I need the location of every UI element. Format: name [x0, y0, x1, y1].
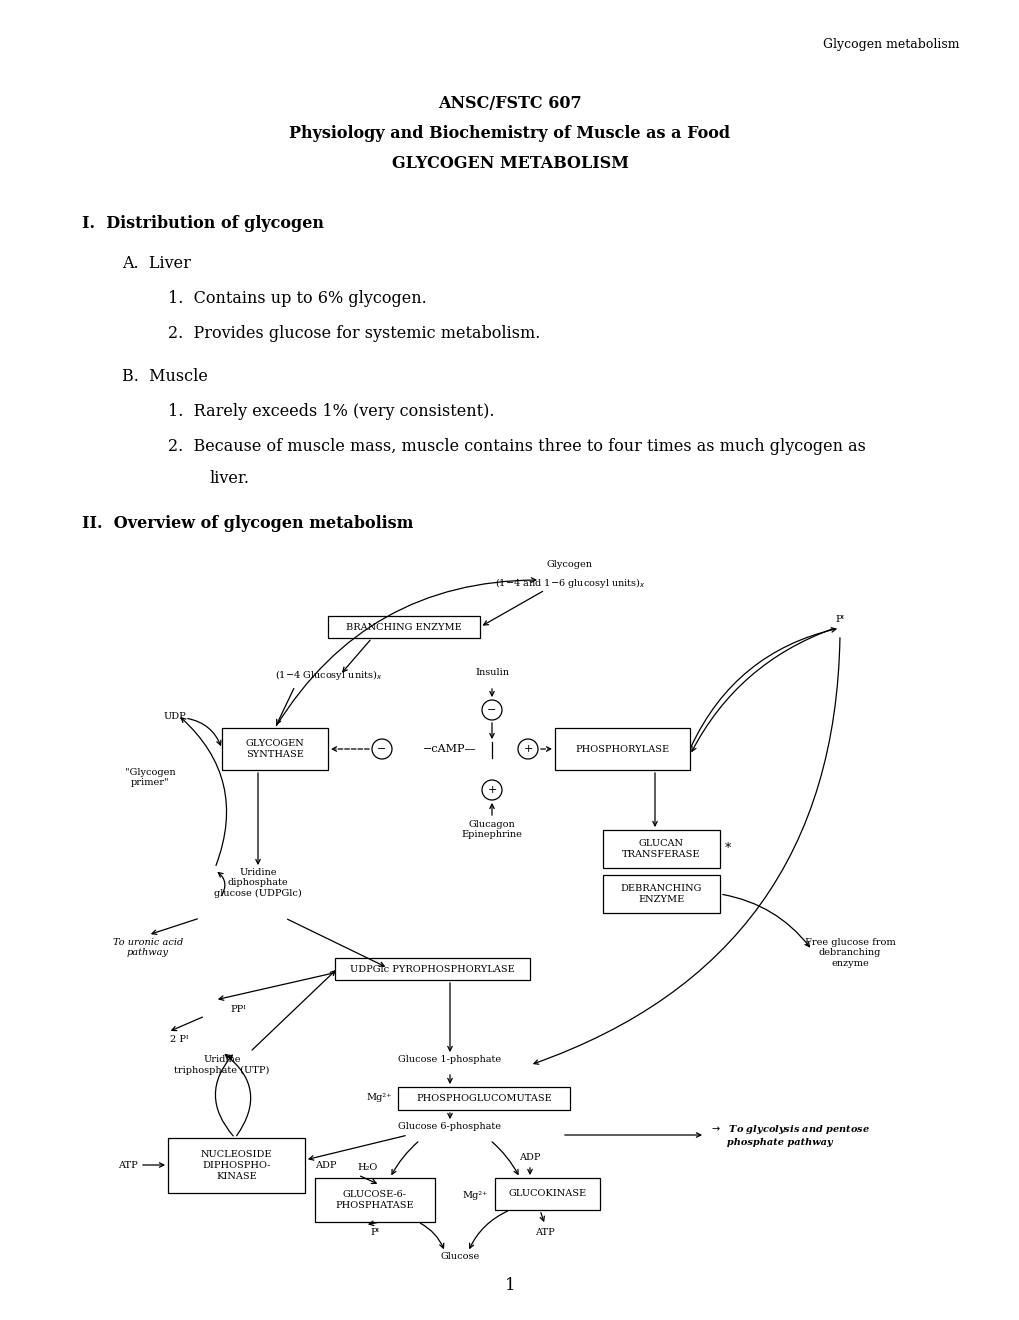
FancyBboxPatch shape	[397, 1086, 570, 1110]
Text: (1$-$4 and 1$-$6 glucosyl units)$_x$: (1$-$4 and 1$-$6 glucosyl units)$_x$	[494, 576, 645, 590]
Text: Glucose 6-phosphate: Glucose 6-phosphate	[398, 1122, 501, 1131]
Text: ATP: ATP	[118, 1160, 138, 1170]
Text: GLUCOSE-6-
PHOSPHATASE: GLUCOSE-6- PHOSPHATASE	[335, 1189, 414, 1210]
Text: Insulin: Insulin	[475, 668, 508, 677]
Text: 1.  Contains up to 6% glycogen.: 1. Contains up to 6% glycogen.	[168, 290, 426, 308]
FancyBboxPatch shape	[222, 729, 328, 770]
Text: −: −	[487, 705, 496, 715]
Text: Glucagon
Epinephrine: Glucagon Epinephrine	[462, 820, 522, 840]
Text: ADP: ADP	[519, 1154, 540, 1163]
Text: +: +	[523, 744, 532, 754]
Text: $\rightarrow$  To glycolysis and pentose
     phosphate pathway: $\rightarrow$ To glycolysis and pentose …	[709, 1123, 869, 1147]
FancyBboxPatch shape	[315, 1177, 434, 1222]
FancyBboxPatch shape	[168, 1138, 305, 1193]
Text: PHOSPHORYLASE: PHOSPHORYLASE	[575, 744, 668, 754]
Text: Uridine
triphosphate (UTP): Uridine triphosphate (UTP)	[174, 1055, 269, 1074]
Text: Pᴵ: Pᴵ	[370, 1228, 379, 1237]
Text: Glucose 1-phosphate: Glucose 1-phosphate	[398, 1055, 501, 1064]
Text: "Glycogen
primer": "Glycogen primer"	[124, 768, 175, 788]
Text: 1: 1	[504, 1276, 515, 1294]
Text: NUCLEOSIDE
DIPHOSPHO-
KINASE: NUCLEOSIDE DIPHOSPHO- KINASE	[201, 1150, 272, 1181]
Text: II.  Overview of glycogen metabolism: II. Overview of glycogen metabolism	[82, 515, 413, 532]
Text: *: *	[725, 842, 731, 855]
Text: Uridine
diphosphate
glucose (UDPGlc): Uridine diphosphate glucose (UDPGlc)	[214, 869, 302, 898]
Text: Free glucose from
debranching
enzyme: Free glucose from debranching enzyme	[804, 939, 895, 968]
Text: I.  Distribution of glycogen: I. Distribution of glycogen	[82, 215, 324, 232]
Text: Physiology and Biochemistry of Muscle as a Food: Physiology and Biochemistry of Muscle as…	[289, 125, 730, 143]
Text: GLUCAN
TRANSFERASE: GLUCAN TRANSFERASE	[622, 840, 700, 859]
Circle shape	[482, 700, 501, 719]
FancyBboxPatch shape	[328, 616, 480, 638]
FancyBboxPatch shape	[602, 830, 719, 869]
Text: To uronic acid
pathway: To uronic acid pathway	[113, 939, 183, 957]
Text: −cAMP—: −cAMP—	[423, 744, 476, 754]
FancyBboxPatch shape	[334, 958, 530, 979]
Text: ADP: ADP	[315, 1160, 336, 1170]
FancyBboxPatch shape	[554, 729, 689, 770]
Text: GLUCOKINASE: GLUCOKINASE	[507, 1189, 586, 1199]
Text: Pᴵ: Pᴵ	[835, 615, 844, 624]
Text: PPᴵ: PPᴵ	[230, 1005, 246, 1014]
Text: GLYCOGEN METABOLISM: GLYCOGEN METABOLISM	[391, 154, 628, 172]
Text: UDP: UDP	[163, 711, 186, 721]
Text: (1$-$4 Glucosyl units)$_x$: (1$-$4 Glucosyl units)$_x$	[275, 668, 382, 682]
Text: GLYCOGEN
SYNTHASE: GLYCOGEN SYNTHASE	[246, 739, 304, 759]
Text: Glycogen metabolism: Glycogen metabolism	[822, 38, 959, 51]
Text: liver.: liver.	[210, 470, 250, 487]
Text: ANSC/FSTC 607: ANSC/FSTC 607	[438, 95, 581, 112]
Circle shape	[482, 780, 501, 800]
Circle shape	[372, 739, 391, 759]
Text: Mg²⁺: Mg²⁺	[366, 1093, 391, 1101]
Text: BRANCHING ENZYME: BRANCHING ENZYME	[345, 623, 462, 631]
Text: DEBRANCHING
ENZYME: DEBRANCHING ENZYME	[621, 884, 701, 904]
Text: ATP: ATP	[535, 1228, 554, 1237]
Text: A.  Liver: A. Liver	[122, 255, 191, 272]
FancyBboxPatch shape	[602, 875, 719, 913]
Text: −: −	[377, 744, 386, 754]
Text: PHOSPHOGLUCOMUTASE: PHOSPHOGLUCOMUTASE	[416, 1094, 551, 1104]
Text: 2.  Provides glucose for systemic metabolism.: 2. Provides glucose for systemic metabol…	[168, 325, 540, 342]
Text: UDPGlc PYROPHOSPHORYLASE: UDPGlc PYROPHOSPHORYLASE	[350, 965, 515, 974]
Text: 2.  Because of muscle mass, muscle contains three to four times as much glycogen: 2. Because of muscle mass, muscle contai…	[168, 438, 865, 455]
Text: B.  Muscle: B. Muscle	[122, 368, 208, 385]
FancyBboxPatch shape	[494, 1177, 599, 1210]
Text: +: +	[487, 785, 496, 795]
Text: 2 Pᴵ: 2 Pᴵ	[170, 1035, 189, 1044]
Text: H₂O: H₂O	[358, 1163, 378, 1172]
Text: Mg²⁺: Mg²⁺	[463, 1191, 487, 1200]
Text: Glycogen: Glycogen	[546, 560, 592, 569]
Circle shape	[518, 739, 537, 759]
Text: Glucose: Glucose	[440, 1251, 479, 1261]
Text: 1.  Rarely exceeds 1% (very consistent).: 1. Rarely exceeds 1% (very consistent).	[168, 403, 494, 420]
